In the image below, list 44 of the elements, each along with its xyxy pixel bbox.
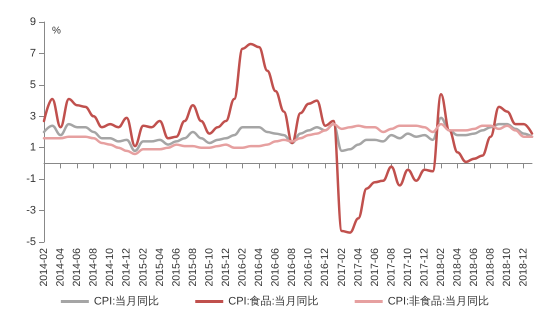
- y-tick-label: 1: [30, 142, 36, 154]
- x-tick-label: 2016-10: [302, 248, 315, 287]
- x-tick-label: 2018-06: [468, 248, 480, 287]
- x-tick-label: 2016-02: [236, 248, 249, 287]
- x-tick-label: 2014-08: [88, 248, 100, 287]
- x-tick-label: 2016-12: [319, 248, 332, 287]
- x-tick-label: 2017-02: [336, 248, 348, 287]
- x-tick-label: 2017-10: [402, 248, 414, 287]
- legend-label: CPI:非食品:当月同比: [388, 294, 490, 308]
- x-tick-label: 2015-06: [170, 248, 182, 287]
- x-tick-label: 2017-12: [418, 248, 430, 287]
- y-axis-title: %: [52, 26, 61, 36]
- x-tick-label: 2014-12: [120, 248, 133, 287]
- x-tick-label: 2015-02: [137, 248, 150, 287]
- x-tick-label: 2014-06: [71, 248, 84, 287]
- legend-label: CPI:食品:当月同比: [228, 294, 319, 308]
- x-tick-label: 2014-04: [54, 248, 67, 287]
- y-tick-label: -3: [26, 204, 36, 217]
- y-tick-label: -1: [26, 173, 36, 186]
- x-tick-label: 2016-04: [253, 248, 266, 287]
- y-tick-label: 9: [30, 16, 36, 28]
- x-tick-label: 2016-06: [270, 248, 282, 287]
- x-tick-label: 2015-08: [186, 248, 199, 287]
- y-tick-label: -5: [26, 236, 36, 248]
- x-tick-label: 2015-10: [203, 248, 216, 287]
- x-tick-label: 2018-04: [452, 248, 464, 287]
- y-tick-label: 7: [30, 47, 36, 60]
- x-tick-label: 2017-04: [352, 248, 364, 287]
- line-series: [42, 122, 534, 156]
- x-tick-label: 2017-06: [368, 248, 381, 287]
- x-tick-label: 2018-08: [484, 248, 497, 287]
- y-tick-label: 3: [30, 110, 36, 122]
- x-tick-label: 2017-08: [385, 248, 398, 287]
- x-tick-label: 2018-10: [501, 248, 514, 287]
- x-tick-label: 2018-12: [518, 248, 530, 287]
- y-tick-label: 5: [30, 78, 36, 91]
- x-tick-label: 2016-08: [286, 248, 298, 287]
- legend-label: CPI:当月同比: [94, 294, 160, 308]
- x-tick-label: 2015-04: [154, 248, 166, 287]
- x-tick-label: 2014-02: [38, 248, 50, 287]
- x-tick-label: 2018-02: [435, 248, 448, 287]
- line-series: [42, 42, 534, 234]
- x-tick-label: 2014-10: [104, 248, 116, 287]
- x-tick-label: 2015-12: [220, 248, 232, 287]
